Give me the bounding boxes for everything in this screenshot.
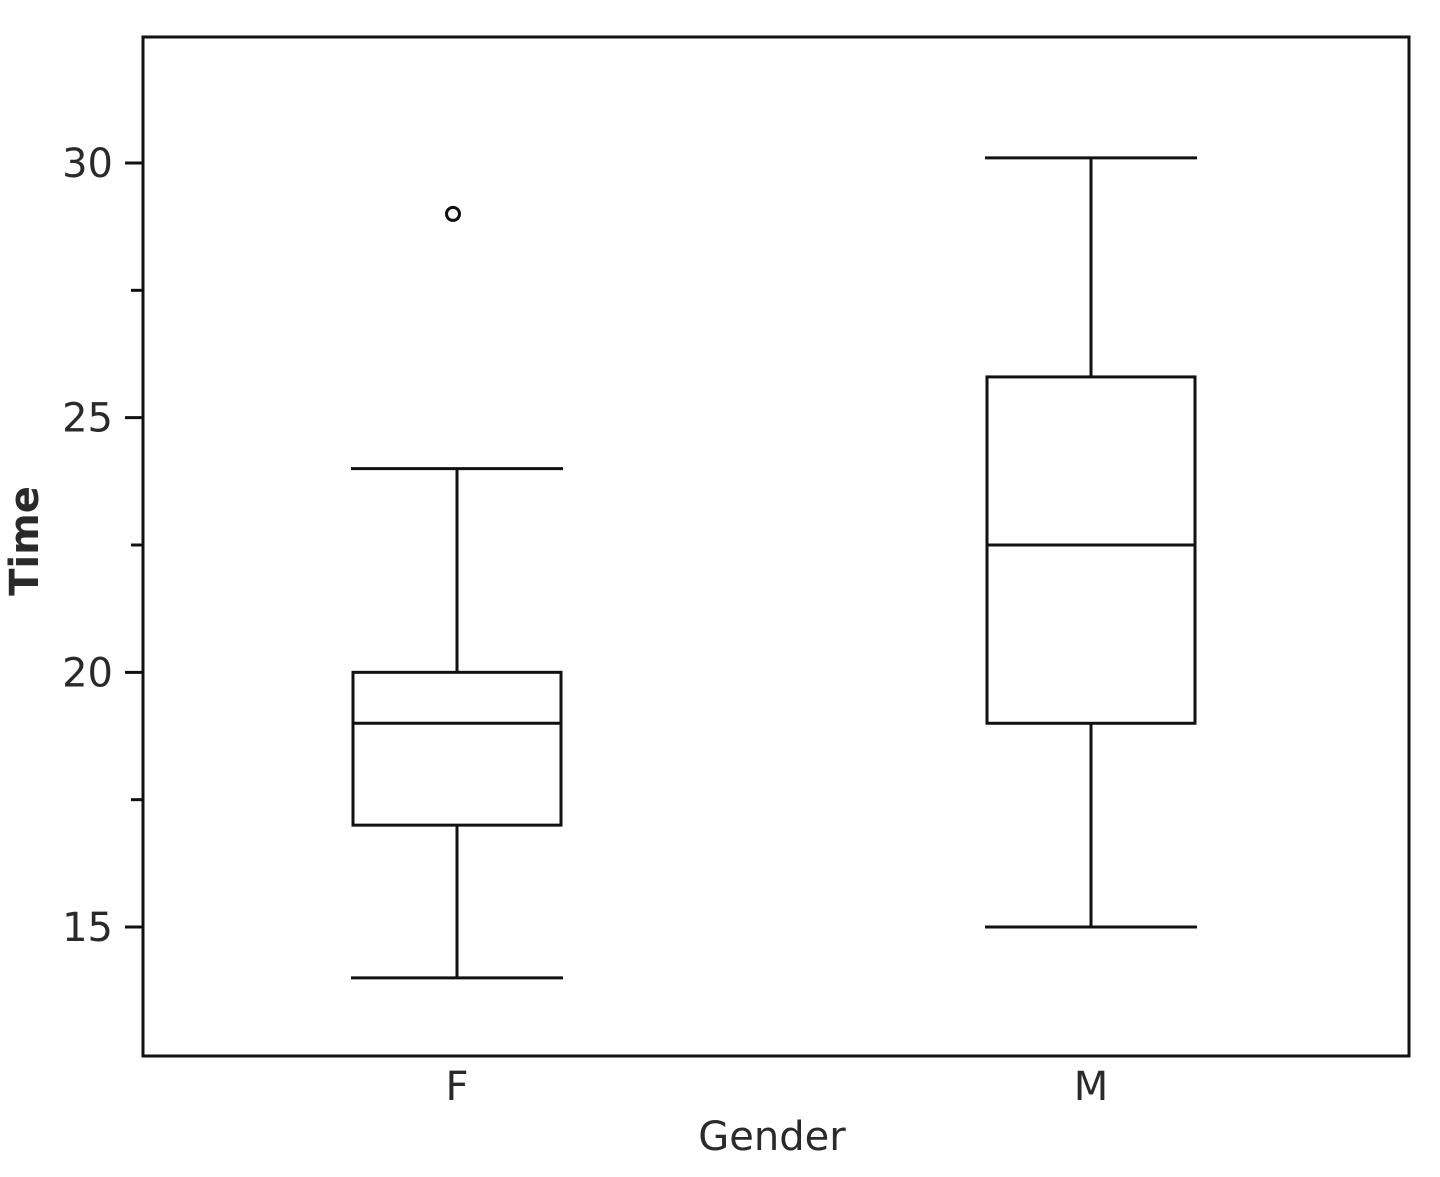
y-tick-label: 15	[62, 905, 113, 951]
box-group-f	[351, 205, 563, 980]
boxes-layer	[351, 156, 1197, 980]
outlier-point	[445, 205, 461, 222]
iqr-box	[351, 670, 563, 827]
box-group-m	[985, 156, 1197, 929]
y-tick-label: 20	[62, 650, 113, 696]
y-tick-label: 30	[62, 141, 113, 187]
x-axis-title: Gender	[698, 1114, 846, 1160]
x-tick-label: M	[1074, 1064, 1109, 1110]
iqr-box	[985, 375, 1197, 725]
y-tick-label: 25	[62, 396, 113, 442]
x-tick-label: F	[445, 1064, 468, 1110]
y-axis: 15 20 25 30	[62, 37, 145, 1056]
plot-frame	[141, 35, 1411, 1058]
y-axis-title: Time	[2, 486, 48, 596]
